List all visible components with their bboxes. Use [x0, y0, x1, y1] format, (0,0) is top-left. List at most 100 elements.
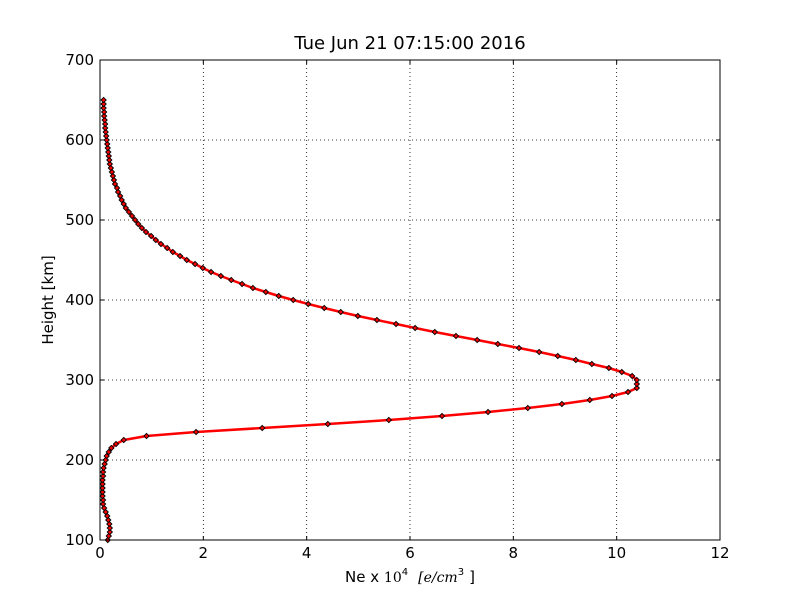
data-point [99, 500, 107, 508]
x-label-units-close: ] [469, 568, 475, 586]
data-point [337, 308, 345, 316]
data-point [128, 212, 136, 220]
data-point [572, 356, 580, 364]
data-point [373, 316, 381, 324]
data-point [143, 432, 150, 440]
data-point [108, 444, 115, 452]
data-point [624, 388, 632, 396]
data-point [207, 268, 215, 276]
data-point [535, 348, 543, 356]
data-point [142, 228, 150, 236]
data-point [104, 144, 111, 152]
data-point [100, 108, 108, 116]
data-point [586, 396, 594, 404]
x-tick-label: 4 [302, 544, 312, 562]
data-point [385, 416, 393, 424]
data-point [217, 272, 225, 280]
data-point [101, 116, 108, 124]
data-point [108, 168, 116, 176]
data-point [138, 224, 146, 232]
y-tick-label: 700 [65, 51, 94, 69]
data-point [618, 368, 626, 376]
data-point [628, 372, 636, 380]
data-point [134, 220, 142, 228]
data-point [633, 384, 641, 392]
x-tick-label: 12 [710, 544, 729, 562]
data-point [411, 324, 419, 332]
data-point [275, 292, 283, 300]
y-axis-label: Height [km] [39, 255, 57, 344]
data-point [102, 128, 109, 136]
data-point [99, 492, 106, 500]
data-point [324, 420, 332, 428]
data-point [249, 284, 257, 292]
y-tick-label: 400 [65, 291, 94, 309]
data-point [100, 96, 107, 104]
x-label-exp: 4 [402, 567, 408, 578]
data-point [157, 240, 165, 248]
data-point [191, 260, 199, 268]
data-point [105, 152, 113, 160]
data-point [320, 304, 328, 312]
data-point [100, 104, 107, 112]
data-point [515, 344, 523, 352]
x-tick-label: 0 [95, 544, 105, 562]
data-point [100, 504, 108, 512]
data-point [588, 360, 596, 368]
data-point [163, 244, 171, 252]
data-point [103, 136, 110, 144]
x-tick-label: 8 [509, 544, 519, 562]
data-point [304, 300, 312, 308]
data-point [131, 216, 139, 224]
data-point [103, 512, 111, 520]
x-label-units-exp: 3 [458, 567, 464, 578]
data-point [183, 256, 191, 264]
x-label-units: [e/cm [418, 570, 458, 586]
data-point [102, 508, 109, 516]
data-point [100, 100, 107, 108]
data-point [99, 496, 107, 504]
data-point [120, 200, 128, 208]
y-tick-label: 600 [65, 131, 94, 149]
data-point [633, 376, 641, 384]
x-label-power: 10 [384, 570, 402, 586]
data-point [633, 380, 641, 388]
x-tick-label: 2 [199, 544, 209, 562]
data-point [192, 428, 200, 436]
data-point [101, 124, 109, 132]
data-point [103, 452, 110, 460]
y-tick-label: 300 [65, 371, 94, 389]
data-point [227, 276, 235, 284]
data-point [99, 476, 106, 484]
series-layer [99, 96, 641, 544]
chart-title: Tue Jun 21 07:15:00 2016 [293, 33, 525, 54]
data-point [120, 436, 128, 444]
data-point [100, 112, 108, 120]
data-point [116, 192, 124, 200]
data-point [113, 184, 121, 192]
data-point [258, 424, 266, 432]
data-point [484, 408, 492, 416]
y-tick-label: 500 [65, 211, 94, 229]
x-axis-label: Ne x 104 [e/cm3] [345, 567, 475, 586]
data-point [122, 204, 130, 212]
x-tick-label: 10 [607, 544, 626, 562]
data-point [102, 132, 110, 140]
data-point [99, 484, 106, 492]
data-point [103, 140, 111, 148]
data-point [238, 280, 246, 288]
data-point [152, 236, 160, 244]
data-point [99, 488, 106, 496]
data-point [105, 448, 113, 456]
data-point [524, 404, 532, 412]
data-point [112, 440, 120, 448]
data-point [494, 340, 502, 348]
data-point [608, 392, 616, 400]
data-point [101, 120, 109, 128]
data-point [99, 468, 107, 476]
data-point [176, 252, 184, 260]
data-point [105, 148, 112, 156]
x-tick-label: 6 [405, 544, 415, 562]
data-point [289, 296, 297, 304]
data-point [431, 328, 439, 336]
